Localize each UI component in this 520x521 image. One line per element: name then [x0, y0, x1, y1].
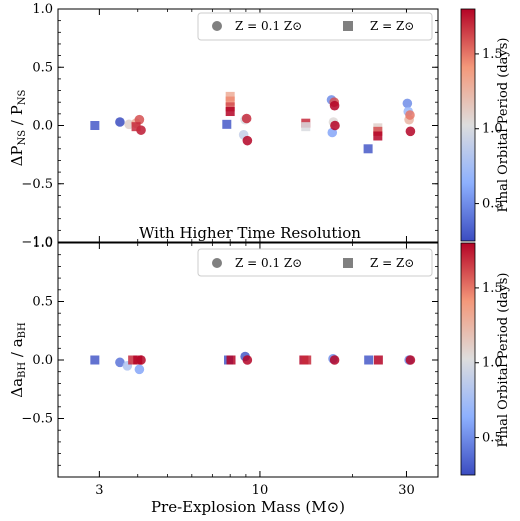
top-annotation: With Higher Time Resolution [139, 224, 361, 242]
point-square [226, 355, 236, 365]
point-square [225, 102, 235, 112]
x-tick-label: 3 [95, 483, 103, 498]
legend-square-marker [343, 258, 353, 268]
colorbar-tick-label: 1.5 [482, 281, 503, 296]
top-y-ticks: −1.0 −0.5 0.0 0.5 1.0 [21, 2, 438, 250]
point-circle [405, 126, 416, 137]
x-tick-label: 10 [252, 483, 269, 498]
bottom-x-ticks: 3 10 30 [95, 243, 415, 498]
colorbar-tick-label: 1.5 [482, 47, 503, 62]
point-circle [330, 120, 340, 131]
point-square [364, 355, 374, 365]
legend-circle-marker [212, 21, 222, 31]
bottom-data-points [90, 351, 416, 375]
y-tick-label: −0.5 [21, 177, 53, 192]
legend-square-marker [343, 21, 353, 31]
legend-label-solar-z: Z = Z⊙ [370, 256, 414, 270]
point-square [301, 122, 311, 132]
point-circle [329, 100, 340, 111]
bottom-colorbar-label: Final Orbital Period (days) [496, 273, 511, 448]
colorbar-tick-label: 1.0 [482, 356, 503, 371]
point-circle [115, 117, 125, 127]
point-circle [242, 135, 253, 146]
y-tick-label: 0.5 [32, 295, 53, 310]
bottom-y-axis-label: ΔaBH / aBH [8, 322, 28, 398]
point-square [225, 91, 235, 101]
bottom-colorbar-ticks: 0.5 1.0 1.5 [475, 281, 503, 446]
point-circle [329, 355, 340, 365]
point-square [363, 144, 373, 154]
x-tick-label: 30 [398, 483, 415, 498]
top-y-axis-label: ΔPNS / PNS [8, 89, 28, 166]
top-colorbar-ticks: 0.5 1.0 1.5 [475, 47, 503, 212]
x-axis-label: Pre-Explosion Mass (M⊙) [151, 498, 345, 516]
top-colorbar: 0.5 1.0 1.5 Final Orbital Period (days) [460, 8, 511, 242]
legend-label-low-z: Z = 0.1 Z⊙ [235, 19, 302, 33]
y-tick-label: 0.0 [32, 353, 53, 368]
top-x-ticks [98, 9, 407, 242]
point-circle [405, 355, 416, 365]
colorbar-tick-label: 1.0 [482, 122, 503, 137]
point-square [131, 122, 141, 132]
point-square [128, 355, 138, 365]
point-circle [134, 364, 145, 375]
top-colorbar-gradient [460, 8, 476, 242]
y-tick-label: 1.0 [32, 236, 53, 251]
point-circle [241, 113, 252, 124]
y-tick-label: 0.0 [32, 119, 53, 134]
legend-label-low-z: Z = 0.1 Z⊙ [235, 256, 302, 270]
y-tick-label: 0.5 [32, 60, 53, 75]
colorbar-tick-label: 0.5 [482, 197, 503, 212]
top-data-points [90, 91, 416, 154]
y-tick-label: 1.0 [32, 2, 53, 17]
top-panel: −1.0 −0.5 0.0 0.5 1.0 ΔPNS / PNS With Higher… [8, 2, 439, 250]
y-tick-label: −1.0 [21, 235, 53, 250]
point-circle [405, 110, 415, 120]
point-square [222, 119, 232, 129]
legend-label-solar-z: Z = Z⊙ [370, 19, 414, 33]
bottom-legend: Z = 0.1 Z⊙ Z = Z⊙ [197, 248, 433, 277]
point-circle [115, 357, 125, 368]
top-colorbar-label: Final Orbital Period (days) [496, 38, 511, 213]
top-legend-box [197, 12, 433, 41]
point-square [373, 355, 383, 365]
bottom-legend-box [197, 248, 433, 277]
point-square [133, 355, 143, 365]
colorbar-tick-label: 0.5 [482, 431, 503, 446]
point-square [373, 131, 383, 141]
point-circle [134, 114, 145, 125]
y-tick-label: −0.5 [21, 412, 53, 427]
bottom-y-ticks: −0.5 0.0 0.5 1.0 [21, 236, 438, 478]
point-square [225, 96, 235, 106]
bottom-colorbar: 0.5 1.0 1.5 Final Orbital Period (days) [460, 242, 511, 476]
point-circle [402, 98, 413, 109]
point-square [225, 107, 235, 117]
bottom-colorbar-gradient [460, 242, 476, 476]
point-circle [242, 355, 253, 365]
point-square [90, 121, 100, 130]
point-square [302, 355, 312, 365]
bottom-panel: −0.5 0.0 0.5 1.0 3 10 30 ΔaBH / aBH Pre-Explo… [8, 236, 439, 516]
point-square [90, 355, 100, 365]
top-legend: Z = 0.1 Z⊙ Z = Z⊙ [197, 12, 433, 41]
legend-circle-marker [212, 258, 222, 268]
point-square [373, 126, 383, 136]
